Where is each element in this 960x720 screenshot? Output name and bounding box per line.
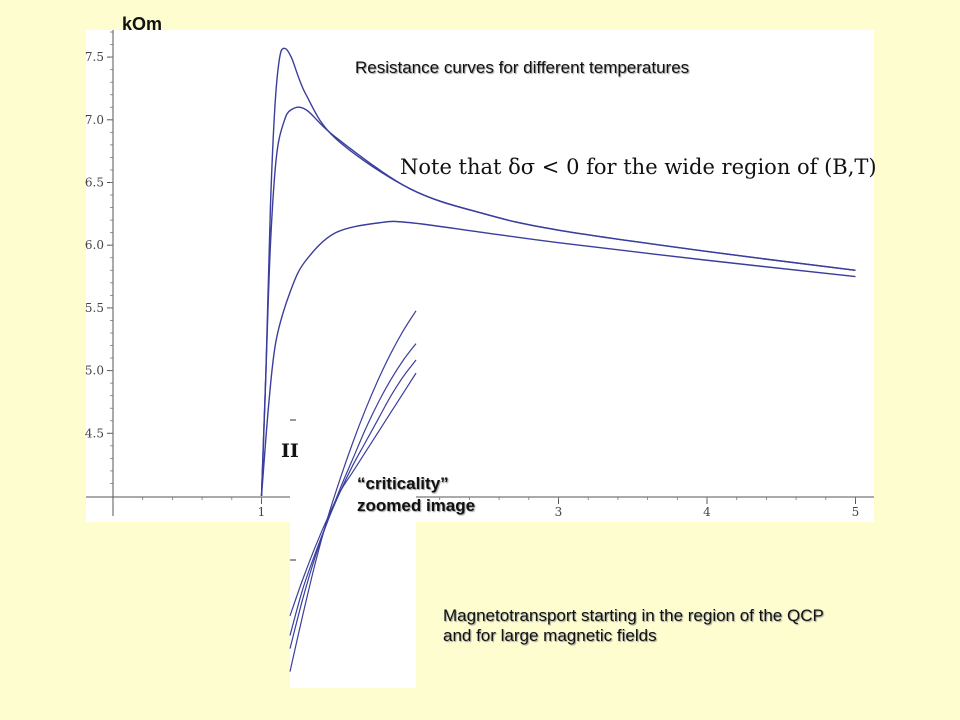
series-line-3 [260, 220, 856, 497]
inset-background [290, 360, 416, 688]
x-tick-label: 1 [258, 505, 266, 519]
x-tick-label: 5 [852, 505, 860, 519]
y-tick-label: 6.5 [85, 176, 104, 190]
y-tick-label: 7.5 [85, 50, 104, 64]
inset-label-line2: zoomed image [357, 496, 476, 515]
plot-background [86, 30, 874, 522]
inset-series-line-2 [289, 359, 417, 636]
chart-axes: 123454.55.05.56.06.57.07.5 [85, 30, 874, 519]
chart-title: Resistance curves for different temperat… [355, 58, 690, 77]
inset-series-line-1 [289, 372, 417, 617]
x-tick-label: 4 [703, 505, 711, 519]
y-tick-label: 4.5 [85, 426, 104, 440]
inset-label: “criticality” zoomed image [357, 473, 475, 517]
y-tick-label: 7.0 [85, 113, 104, 127]
inset-label-line1: “criticality” [357, 474, 449, 493]
x-tick-label: 3 [555, 505, 563, 519]
note-text: Note that δσ < 0 for the wide region of … [400, 155, 877, 179]
main-series-group [260, 47, 856, 497]
series-line-2 [260, 106, 856, 497]
inset-series-line-3 [289, 343, 417, 649]
inset-series-line-4 [289, 310, 417, 672]
y-tick-label: 5.0 [85, 364, 104, 378]
caption: Magnetotransport starting in the region … [443, 606, 824, 646]
y-tick-label: 6.0 [85, 238, 104, 252]
caption-line2: and for large magnetic fields [443, 626, 657, 645]
caption-line1: Magnetotransport starting in the region … [443, 606, 824, 625]
inset-series-group [289, 310, 417, 672]
y-tick-label: 5.5 [85, 301, 104, 315]
y-axis-unit-label: kOm [122, 14, 163, 34]
region-label: II [281, 440, 299, 462]
